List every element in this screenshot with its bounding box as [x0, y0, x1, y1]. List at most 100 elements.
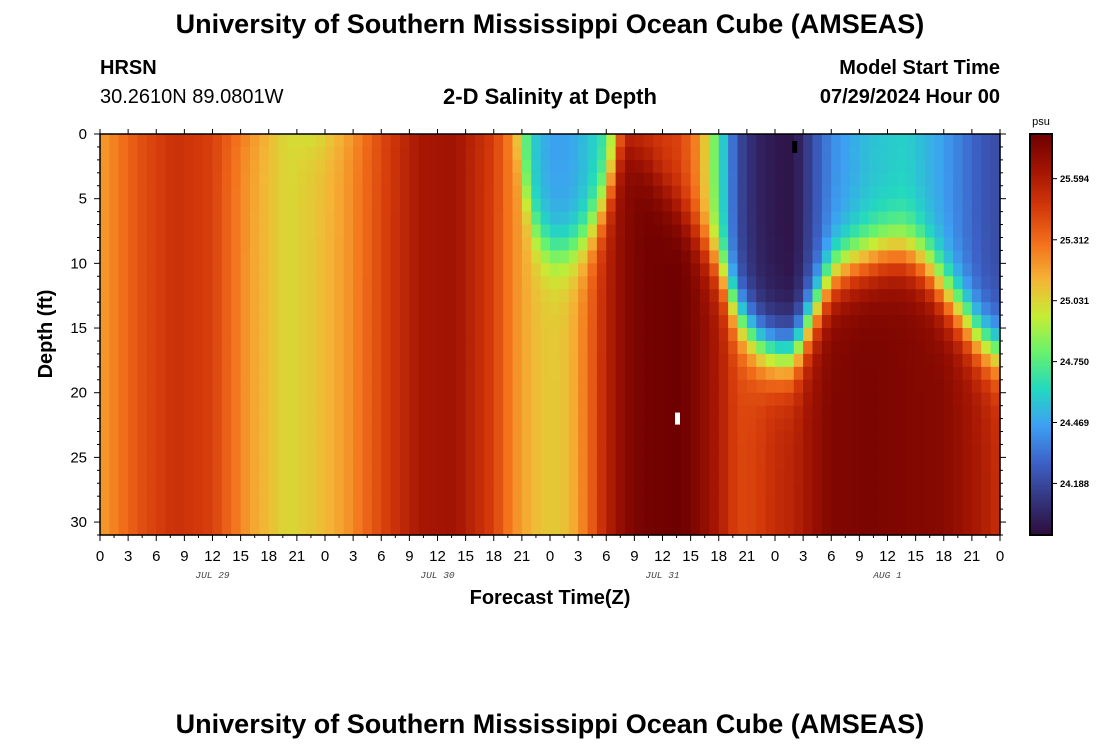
heatmap-cell	[587, 185, 598, 200]
heatmap-cell	[878, 340, 889, 355]
heatmap-cell	[878, 392, 889, 407]
heatmap-cell	[653, 431, 664, 446]
heatmap-cell	[409, 159, 420, 174]
heatmap-cell	[409, 431, 420, 446]
heatmap-cell	[175, 328, 185, 342]
heatmap-cell	[334, 457, 345, 471]
colorbar-segment	[1030, 437, 1052, 441]
colorbar-segment	[1030, 271, 1052, 275]
data-marker	[675, 412, 680, 425]
heatmap-cell	[559, 302, 570, 316]
heatmap-cell	[643, 405, 654, 420]
heatmap-cell	[231, 457, 242, 471]
heatmap-cell	[484, 418, 495, 433]
heatmap-cell	[925, 509, 935, 523]
heatmap-cell	[100, 250, 110, 264]
heatmap-cell	[746, 457, 757, 471]
heatmap-cell	[868, 470, 879, 484]
heatmap-cell	[334, 418, 345, 433]
heatmap-cell	[128, 237, 139, 252]
heatmap-cell	[756, 379, 767, 394]
heatmap-cell	[859, 470, 870, 484]
heatmap-cell	[812, 340, 823, 355]
colorbar-segment	[1030, 452, 1052, 456]
heatmap-cell	[746, 237, 757, 252]
heatmap-cell	[362, 457, 373, 471]
x-tick-label: 3	[799, 548, 807, 565]
heatmap-cell	[137, 366, 148, 381]
heatmap-cell	[446, 509, 457, 523]
heatmap-cell	[531, 457, 542, 471]
heatmap-cell	[287, 522, 298, 536]
heatmap-cell	[606, 379, 617, 394]
heatmap-cell	[362, 340, 373, 355]
colorbar-segment	[1030, 306, 1052, 310]
x-tick-label: 21	[964, 548, 981, 565]
colorbar-segment	[1030, 384, 1052, 388]
heatmap-cell	[775, 509, 785, 523]
heatmap-cell	[559, 431, 570, 446]
heatmap-cell	[400, 289, 410, 303]
heatmap-cell	[746, 276, 757, 290]
heatmap-cell	[709, 185, 720, 200]
heatmap-cell	[981, 172, 992, 187]
heatmap-cell	[643, 379, 654, 394]
heatmap-cell	[465, 159, 476, 174]
heatmap-cell	[100, 496, 110, 510]
heatmap-cell	[915, 457, 926, 471]
heatmap-cell	[465, 237, 476, 252]
heatmap-cell	[925, 302, 935, 316]
colorbar-segment	[1030, 382, 1052, 386]
heatmap-cell	[681, 522, 692, 536]
colorbar-segment	[1030, 331, 1052, 335]
heatmap-cell	[559, 146, 570, 161]
heatmap-cell	[681, 418, 692, 433]
heatmap-cell	[625, 366, 635, 381]
heatmap-cell	[184, 224, 195, 239]
heatmap-cell	[859, 405, 870, 420]
heatmap-cell	[568, 134, 579, 148]
heatmap-cell	[831, 522, 842, 536]
heatmap-cell	[971, 431, 982, 446]
heatmap-cell	[775, 237, 785, 252]
heatmap-cell	[906, 198, 917, 213]
heatmap-cell	[709, 146, 720, 161]
heatmap-cell	[146, 444, 157, 458]
heatmap-cell	[521, 379, 532, 394]
heatmap-cell	[728, 353, 739, 368]
x-tick-label: 15	[457, 548, 474, 565]
heatmap-cell	[437, 353, 448, 368]
heatmap-cell	[156, 509, 167, 523]
heatmap-cell	[381, 250, 392, 264]
page-title: University of Southern Mississippi Ocean…	[175, 9, 925, 39]
heatmap-cell	[118, 366, 129, 381]
heatmap-cell	[343, 418, 354, 433]
heatmap-cell	[475, 211, 485, 226]
heatmap-cell	[568, 366, 579, 381]
heatmap-cell	[221, 444, 232, 458]
heatmap-cell	[278, 237, 289, 252]
heatmap-cell	[278, 431, 289, 446]
heatmap-cell	[906, 250, 917, 264]
heatmap-cell	[334, 211, 345, 226]
heatmap-cell	[287, 444, 298, 458]
heatmap-cell	[578, 159, 589, 174]
heatmap-cell	[428, 444, 439, 458]
heatmap-cell	[765, 522, 776, 536]
heatmap-cell	[343, 315, 354, 329]
heatmap-cell	[268, 250, 279, 264]
heatmap-cell	[756, 431, 767, 446]
heatmap-cell	[634, 302, 645, 316]
heatmap-cell	[437, 289, 448, 303]
heatmap-cell	[437, 185, 448, 200]
heatmap-cell	[550, 289, 560, 303]
heatmap-cell	[737, 353, 748, 368]
heatmap-cell	[212, 159, 223, 174]
heatmap-cell	[475, 289, 485, 303]
heatmap-cell	[559, 159, 570, 174]
heatmap-cell	[221, 250, 232, 264]
heatmap-cell	[475, 340, 485, 355]
heatmap-cell	[118, 185, 129, 200]
heatmap-cell	[325, 483, 335, 497]
heatmap-cell	[203, 340, 214, 355]
